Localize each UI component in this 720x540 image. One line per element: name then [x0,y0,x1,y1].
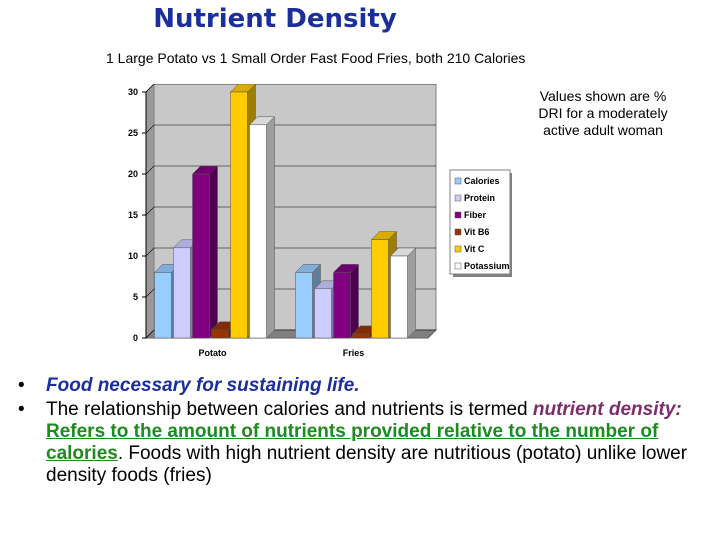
bullet-2-intro: The relationship between calories and nu… [46,399,533,420]
y-tick-label: 25 [128,128,138,138]
y-tick-label: 30 [128,87,138,97]
bar-vit-c-fries [371,239,389,339]
x-category-label: Fries [343,348,365,358]
legend-entry: Calories [464,176,500,186]
bullet-item: • Food necessary for sustaining life. [18,375,708,397]
legend-box [449,169,511,275]
bar-protein-fries [314,288,332,339]
bar-side [266,116,275,339]
legend-swatch [454,194,462,202]
nutrient-bar-chart: 0 5 10 15 20 25 30 Potato Fries Calories Protein Fi… [128,84,512,358]
bullet-2-term: nutrient density: [532,399,682,420]
legend-swatch [454,211,462,219]
bar-vit-b6-potato [211,329,229,339]
bar-protein-potato [173,247,191,339]
x-category-label: Potato [199,348,228,358]
bullet-2-rest: . Foods with high nutrient density are n… [46,443,688,486]
bullet-item: • The relationship between calories and … [18,399,708,487]
y-tick-label: 10 [128,251,138,261]
slide-title: Nutrient Density [153,4,397,34]
y-tick-label: 0 [133,333,138,343]
legend-entry: Vit C [464,244,485,254]
legend-swatch [454,245,462,253]
y-tick-label: 20 [128,169,138,179]
bar-calories-potato [154,272,172,339]
bullet-dot-icon: • [18,399,25,420]
bullet-dot-icon: • [18,375,25,396]
legend-swatch [454,262,462,270]
bar-potassium-potato [249,124,267,339]
dri-note: Values shown are % DRI for a moderately … [538,88,668,138]
gridline [145,206,436,216]
legend-entry: Potassium [464,261,510,271]
bar-fiber-fries [333,272,351,339]
y-tick-label: 5 [133,292,138,302]
gridline [145,124,436,134]
bar-vit-b6-fries [352,333,370,339]
legend-entry: Vit B6 [464,227,489,237]
bullet-list: • Food necessary for sustaining life. • … [18,375,708,489]
bar-calories-fries [295,272,313,339]
gridline [145,84,436,93]
legend-entry: Protein [464,193,495,203]
gridline [145,165,436,175]
legend-entry: Fiber [464,210,487,220]
y-tick-label: 15 [128,210,138,220]
bullet-1-text: Food necessary for sustaining life. [46,375,360,396]
bar-side [407,247,416,339]
bar-potassium-fries [390,255,408,339]
bar-vit-c-potato [230,91,248,339]
bullet-2-definition: Refers to the amount of nutrients provid… [46,421,659,464]
gridline [145,247,436,257]
legend-swatch [454,228,462,236]
bar-side [209,165,218,339]
legend-swatch [454,177,462,185]
chart-subtitle: 1 Large Potato vs 1 Small Order Fast Foo… [106,50,526,66]
bar-side [350,263,359,339]
bar-fiber-potato [192,173,210,339]
